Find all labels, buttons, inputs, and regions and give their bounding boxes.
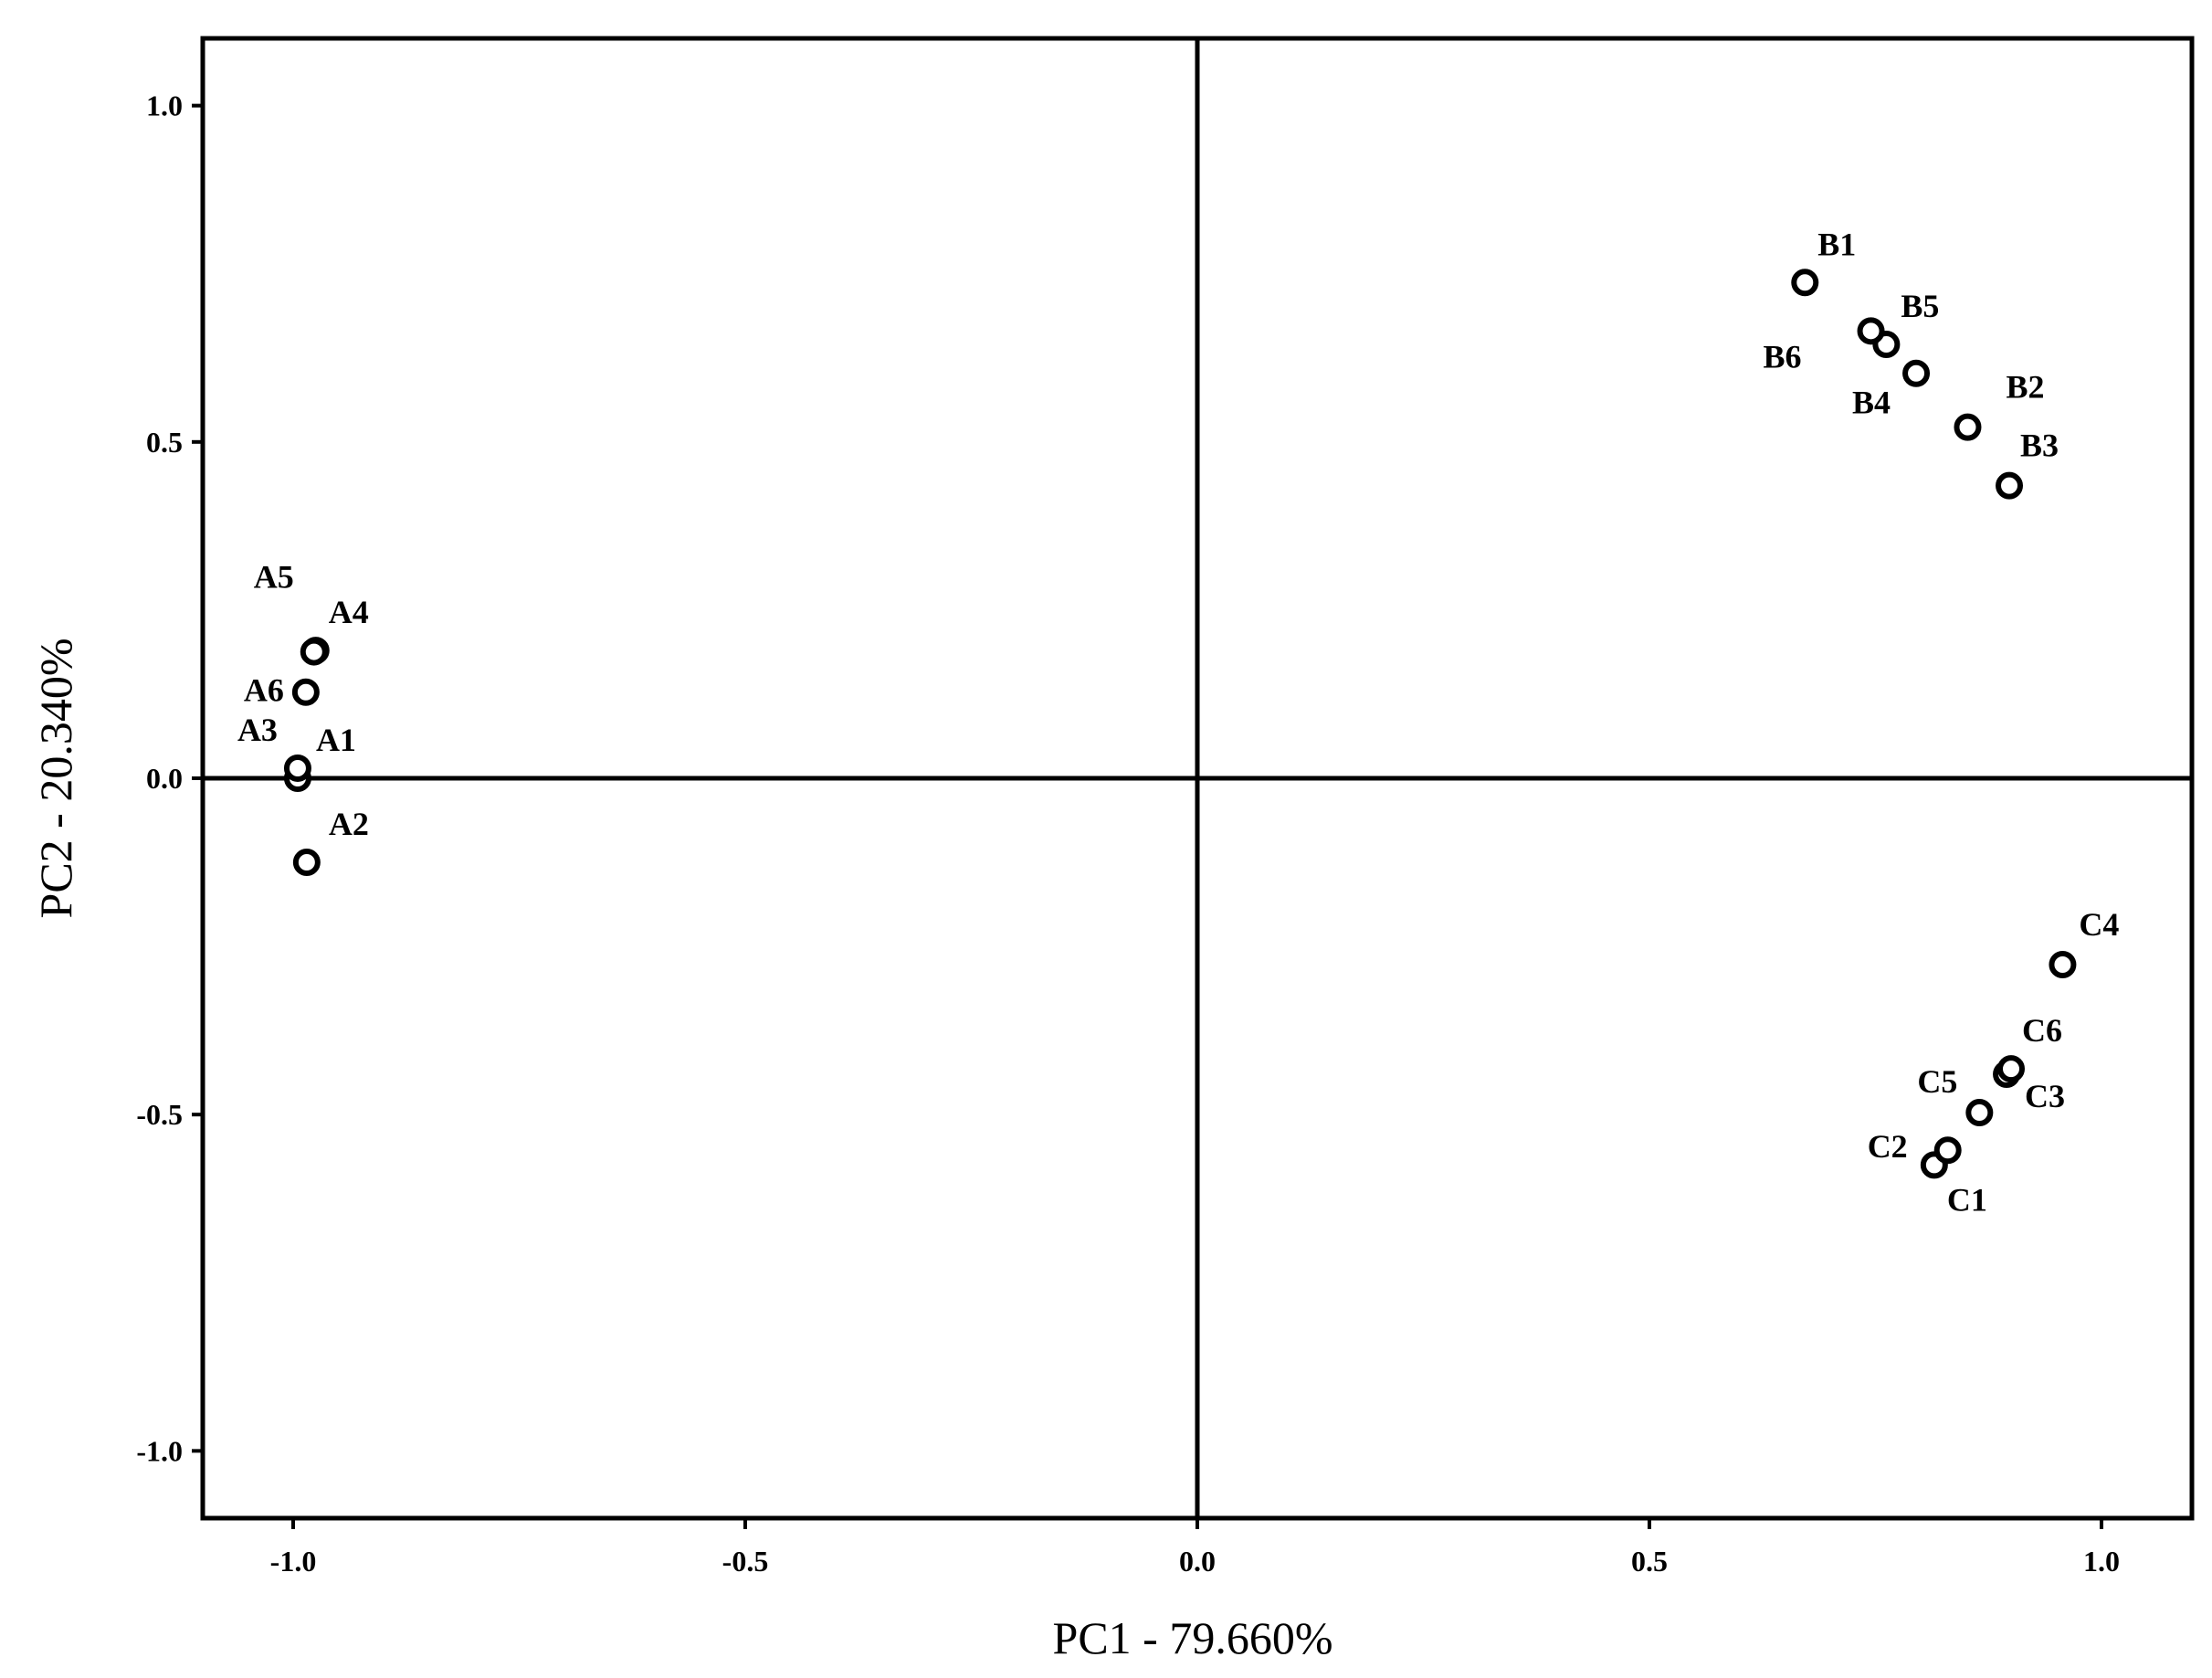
- scatter-point: [1954, 413, 1982, 441]
- axis-ticks: -1.0 -0.5 0.0 0.5 1.0 -1.0 -0.5 0.0 0.5 1.0: [136, 90, 2120, 1578]
- x-axis-title: PC1 - 79.660%: [1053, 1612, 1333, 1663]
- x-tick-label: 0.5: [1631, 1545, 1668, 1578]
- y-tick-label: 1.0: [146, 90, 183, 122]
- x-tick-label: 0.0: [1179, 1545, 1216, 1578]
- point-label: C5: [1917, 1063, 1957, 1100]
- scatter-point: [291, 678, 320, 706]
- y-tick-label: 0.0: [146, 762, 183, 795]
- x-tick-label: -1.0: [270, 1545, 317, 1578]
- x-tick-label: -0.5: [722, 1545, 769, 1578]
- scatter-point: [283, 754, 311, 782]
- scatter-point: [1965, 1098, 1994, 1126]
- scatter-point: [1996, 471, 2024, 500]
- point-labels: A1 A2 A3 A4 A5 A6 B1 B2 B3 B4 B5 B6 C1 C2 C3 C4 C5 C6: [237, 226, 2119, 1218]
- point-label: A5: [254, 559, 294, 596]
- y-axis-title: PC2 - 20.340%: [30, 638, 81, 919]
- scatter-point: [1857, 317, 1885, 345]
- point-label: A1: [316, 722, 356, 758]
- point-label: B5: [1901, 288, 1939, 324]
- scatter-point: [300, 638, 328, 666]
- y-tick-label: -0.5: [136, 1098, 183, 1131]
- y-tick-label: 0.5: [146, 426, 183, 459]
- point-label: C4: [2079, 906, 2119, 943]
- scatter-point: [1791, 269, 1819, 297]
- scatter-point: [1997, 1055, 2025, 1083]
- point-label: A3: [237, 712, 278, 748]
- scatter-point: [1902, 359, 1931, 387]
- x-tick-label: 1.0: [2083, 1545, 2120, 1578]
- point-label: B2: [2006, 369, 2044, 406]
- data-points: [283, 269, 2077, 1179]
- point-label: C1: [1947, 1181, 1987, 1218]
- point-label: B3: [2020, 427, 2059, 464]
- point-label: A4: [329, 594, 369, 630]
- scatter-point: [292, 849, 321, 877]
- point-label: B1: [1817, 226, 1856, 262]
- point-label: C6: [2022, 1012, 2062, 1049]
- scatter-point: [1933, 1136, 1962, 1165]
- point-label: C2: [1868, 1128, 1908, 1165]
- point-label: A2: [329, 806, 369, 842]
- point-label: C3: [2025, 1078, 2065, 1114]
- point-label: B4: [1852, 385, 1891, 421]
- point-label: B6: [1764, 338, 1802, 375]
- scatter-point: [2049, 950, 2077, 978]
- y-tick-label: -1.0: [136, 1434, 183, 1467]
- point-label: A6: [244, 672, 284, 709]
